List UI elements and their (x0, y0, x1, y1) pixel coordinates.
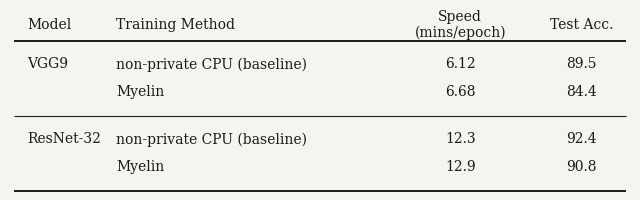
Text: 90.8: 90.8 (566, 160, 596, 174)
Text: Myelin: Myelin (116, 160, 164, 174)
Text: 6.68: 6.68 (445, 85, 476, 99)
Text: ResNet-32: ResNet-32 (27, 132, 100, 146)
Text: 6.12: 6.12 (445, 58, 476, 72)
Text: non-private CPU (baseline): non-private CPU (baseline) (116, 132, 307, 147)
Text: 92.4: 92.4 (566, 132, 596, 146)
Text: non-private CPU (baseline): non-private CPU (baseline) (116, 57, 307, 72)
Text: 12.9: 12.9 (445, 160, 476, 174)
Text: 84.4: 84.4 (566, 85, 596, 99)
Text: Speed
(mins/epoch): Speed (mins/epoch) (414, 10, 506, 40)
Text: Training Method: Training Method (116, 18, 235, 32)
Text: 89.5: 89.5 (566, 58, 596, 72)
Text: 12.3: 12.3 (445, 132, 476, 146)
Text: Test Acc.: Test Acc. (550, 18, 613, 32)
Text: Myelin: Myelin (116, 85, 164, 99)
Text: VGG9: VGG9 (27, 58, 68, 72)
Text: Model: Model (27, 18, 71, 32)
